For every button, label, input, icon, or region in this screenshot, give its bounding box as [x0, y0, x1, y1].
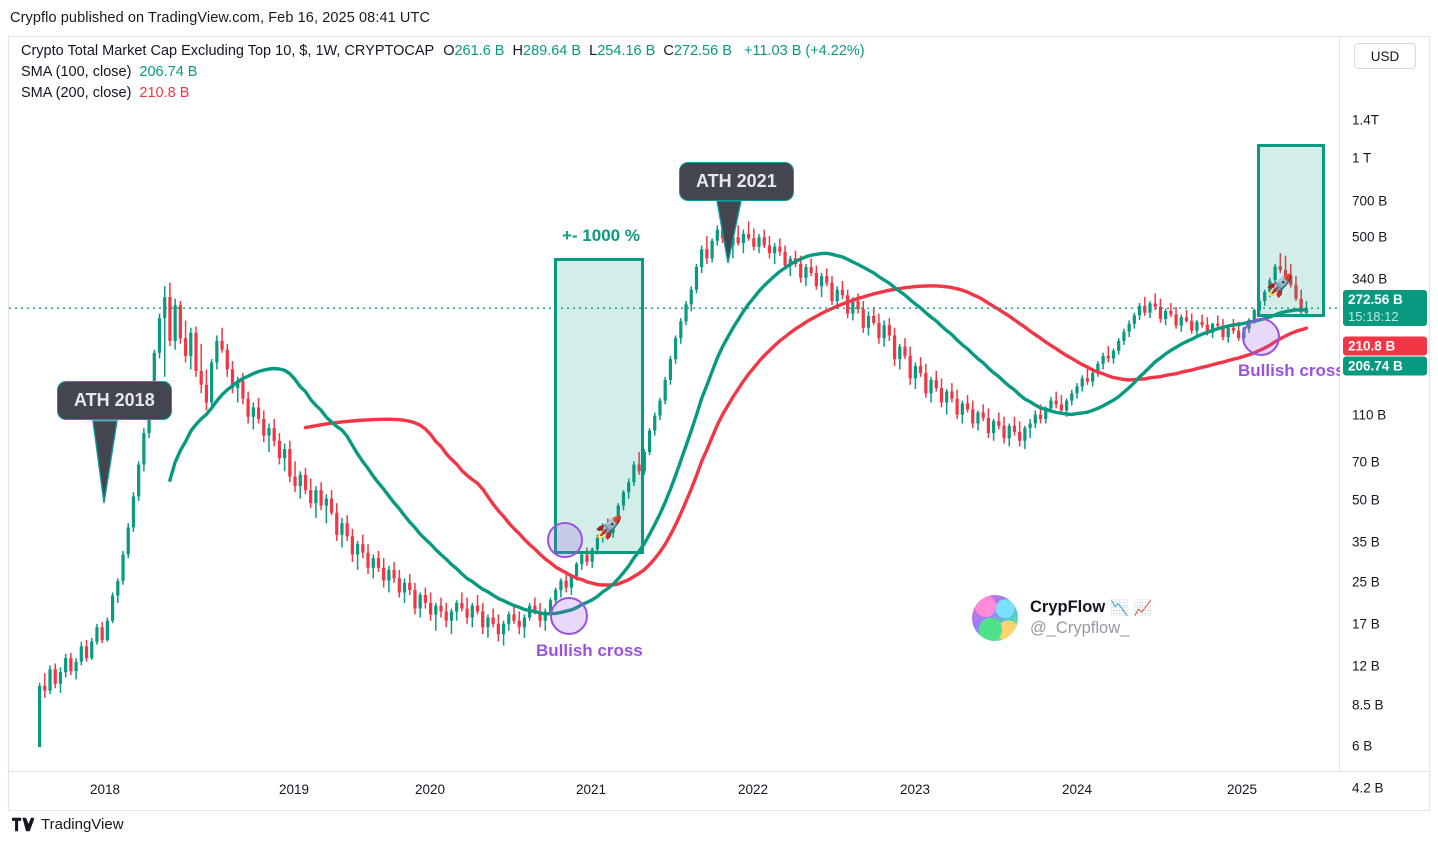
ohlc-open-value: 261.6 B — [454, 43, 505, 59]
time-tick-label: 2018 — [89, 782, 121, 797]
watermark-card: CrypFlow 📉 📈 @_Crypflow_ — [972, 595, 1153, 641]
watermark-name: CrypFlow — [1030, 598, 1106, 616]
publisher-text: Crypflo published on TradingView.com, Fe… — [10, 10, 431, 26]
price-tick-label: 6 B — [1352, 738, 1373, 754]
price-tick-label: 70 B — [1352, 454, 1380, 470]
tradingview-logo-icon — [12, 817, 34, 832]
sma200-value: 210.8 B — [139, 85, 190, 101]
legend-symbol-row[interactable]: Crypto Total Market Cap Excluding Top 10… — [21, 43, 865, 64]
currency-chip[interactable]: USD — [1354, 43, 1416, 69]
price-tick-label: 1.4T — [1352, 112, 1380, 128]
symbol-title: Crypto Total Market Cap Excluding Top 10… — [21, 43, 435, 59]
publisher-bar: Crypflo published on TradingView.com, Fe… — [0, 0, 1438, 36]
ath2018-tail — [92, 420, 118, 504]
sma100-price-badge: 206.74 B — [1343, 356, 1427, 376]
time-tick-label: 2022 — [737, 782, 769, 797]
price-series-canvas — [9, 217, 1340, 747]
ohlc-close-key: C — [663, 43, 674, 59]
chart-legend: Crypto Total Market Cap Excluding Top 10… — [21, 43, 865, 106]
ohlc-values: O261.6 B H289.64 B L254.16 B C272.56 B +… — [443, 43, 864, 59]
chart-up-icon: 📈 — [1133, 599, 1153, 617]
time-axis[interactable]: 2018 2019 2020 2021 2022 2023 2024 2025 — [9, 771, 1430, 810]
watermark-handle: @_Crypflow_ — [1030, 619, 1130, 637]
chart-frame: Crypto Total Market Cap Excluding Top 10… — [8, 36, 1430, 811]
sma100-label: SMA (100, close) — [21, 64, 132, 80]
ath2018-callout: ATH 2018 — [57, 381, 172, 420]
time-tick-label: 2024 — [1061, 782, 1093, 797]
rocket-icon-2021: 🚀 — [595, 515, 623, 540]
price-tick-label: 1 T — [1352, 150, 1372, 166]
price-tick-label: 50 B — [1352, 492, 1380, 508]
ath2021-callout: ATH 2021 — [679, 162, 794, 201]
chart-down-icon: 📉 — [1110, 599, 1129, 617]
growth-zone-box-2021 — [554, 258, 644, 554]
price-axis[interactable]: USD 1.4T 1 T 700 B 500 B 340 B 110 B 70 B 50 B 3… — [1339, 37, 1429, 796]
growth-zone-box-2025 — [1257, 144, 1325, 317]
bullish-cross-marker-2020 — [550, 597, 588, 635]
last-price-badge: 272.56 B 15:18:12 — [1343, 290, 1427, 326]
plot-area[interactable]: +- 1000 % 🚀 🚀 Bullish cross Bullish cros… — [9, 37, 1340, 772]
sma100-value: 206.74 B — [139, 64, 198, 80]
ohlc-low-value: 254.16 B — [597, 43, 656, 59]
avatar — [972, 595, 1018, 641]
price-tick-label: 110 B — [1352, 407, 1387, 423]
price-tick-label: 8.5 B — [1352, 697, 1384, 713]
time-tick-label: 2021 — [575, 782, 607, 797]
ath2021-tail — [716, 200, 742, 264]
time-tick-label: 2019 — [278, 782, 310, 797]
ohlc-close-value: 272.56 B — [673, 43, 732, 59]
price-tick-label: 500 B — [1352, 229, 1388, 245]
legend-sma200-row[interactable]: SMA (200, close) 210.8 B — [21, 85, 865, 106]
price-tick-label: 35 B — [1352, 534, 1380, 550]
ohlc-high-key: H — [512, 43, 524, 59]
last-price-countdown: 15:18:12 — [1348, 309, 1399, 324]
bullish-cross-label-2025: Bullish cross — [1238, 361, 1340, 380]
price-tick-label: 340 B — [1352, 271, 1388, 287]
price-tick-label: 4.2 B — [1352, 780, 1384, 796]
bullish-cross-label-2020: Bullish cross — [536, 641, 643, 660]
footer: TradingView — [12, 816, 124, 833]
price-tick-label: 12 B — [1352, 658, 1380, 674]
legend-sma100-row[interactable]: SMA (100, close) 206.74 B — [21, 64, 865, 85]
ohlc-change: +11.03 B (+4.22%) — [743, 43, 865, 59]
sma200-price-badge: 210.8 B — [1343, 336, 1427, 356]
rocket-icon-2025: 🚀 — [1266, 273, 1294, 298]
growth-zone-label: +- 1000 % — [562, 226, 640, 245]
ohlc-high-value: 289.64 B — [523, 43, 582, 59]
ohlc-open-key: O — [443, 43, 455, 59]
price-tick-label: 700 B — [1352, 193, 1388, 209]
time-tick-label: 2020 — [414, 782, 446, 797]
price-tick-label: 25 B — [1352, 574, 1380, 590]
last-price-value: 272.56 B — [1348, 292, 1403, 307]
price-tick-label: 17 B — [1352, 616, 1380, 632]
time-tick-label: 2023 — [899, 782, 931, 797]
sma200-label: SMA (200, close) — [21, 85, 132, 101]
tradingview-brand: TradingView — [41, 816, 124, 833]
bullish-cross-marker-2020b — [547, 522, 583, 558]
sma200-badge-value: 210.8 B — [1348, 338, 1396, 354]
watermark-name-row: CrypFlow 📉 📈 — [1030, 598, 1153, 617]
ohlc-low-key: L — [589, 43, 598, 59]
sma100-badge-value: 206.74 B — [1348, 358, 1403, 374]
time-tick-label: 2025 — [1226, 782, 1258, 797]
bullish-cross-marker-2025 — [1242, 318, 1280, 356]
